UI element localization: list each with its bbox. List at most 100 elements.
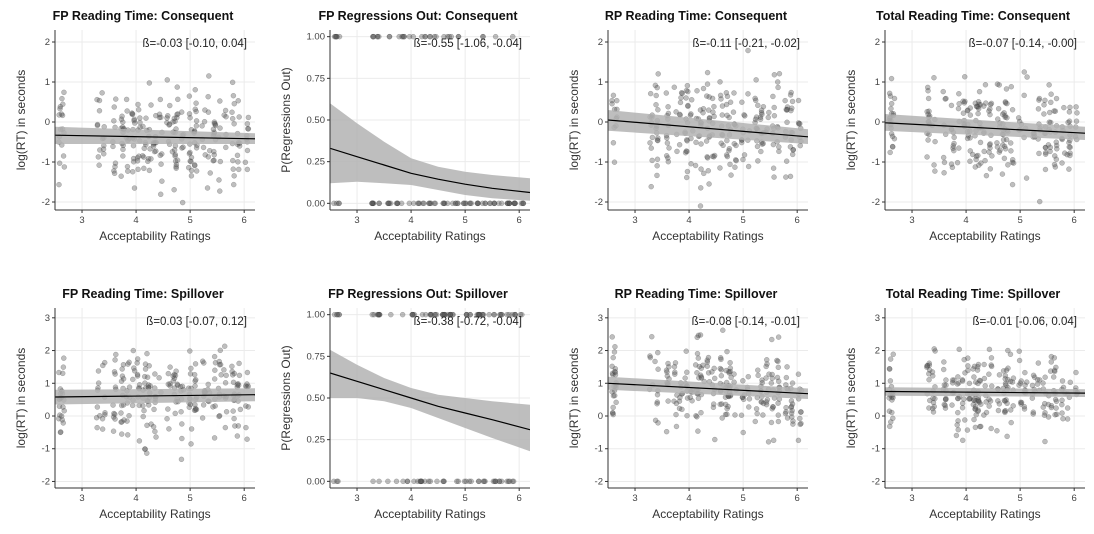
data-point — [770, 437, 777, 444]
data-point — [191, 407, 198, 414]
data-point — [475, 200, 481, 207]
data-point — [679, 406, 685, 413]
data-point — [141, 407, 147, 414]
data-point — [723, 101, 730, 108]
data-point — [784, 415, 791, 421]
data-point — [995, 105, 1002, 112]
data-point — [110, 414, 117, 420]
data-point — [775, 358, 781, 365]
data-point — [426, 200, 432, 207]
data-point — [711, 154, 717, 160]
data-point — [965, 107, 971, 113]
data-point — [211, 148, 217, 155]
data-point — [790, 418, 796, 424]
data-point — [386, 33, 393, 40]
data-point — [496, 478, 503, 485]
data-point — [609, 334, 616, 340]
y-tick-label: -2 — [595, 197, 603, 208]
data-point — [152, 428, 158, 435]
data-point — [724, 137, 730, 144]
data-point — [770, 165, 777, 171]
data-point — [59, 95, 65, 102]
data-point — [100, 362, 106, 369]
data-point — [609, 363, 615, 370]
data-point — [188, 158, 194, 165]
data-point — [130, 347, 137, 354]
data-point — [99, 90, 105, 96]
data-point — [685, 88, 691, 95]
data-point — [1009, 159, 1016, 166]
data-point — [410, 311, 416, 318]
data-point — [410, 33, 416, 40]
data-point — [924, 363, 930, 369]
data-point — [376, 311, 382, 318]
data-point — [727, 368, 734, 375]
data-point — [477, 311, 483, 318]
data-point — [475, 478, 482, 485]
data-point — [961, 100, 968, 106]
data-point — [683, 174, 690, 181]
data-point — [741, 152, 748, 158]
data-point — [418, 478, 425, 485]
data-point — [965, 367, 971, 374]
data-point — [191, 371, 198, 378]
data-point — [120, 153, 126, 159]
data-point — [987, 101, 994, 108]
data-point — [775, 412, 782, 418]
data-point — [385, 200, 391, 207]
data-point — [1000, 137, 1007, 143]
data-point — [887, 423, 893, 430]
data-point — [1045, 414, 1052, 420]
data-point — [110, 428, 117, 434]
data-point — [665, 155, 671, 161]
data-point — [94, 122, 101, 129]
data-point — [174, 157, 181, 164]
data-point — [56, 181, 62, 188]
y-tick-label: 0 — [45, 411, 50, 422]
data-point — [119, 373, 126, 379]
data-point — [674, 148, 680, 155]
data-point — [491, 200, 498, 207]
data-point — [951, 377, 957, 383]
data-point — [988, 383, 995, 389]
data-point — [999, 171, 1006, 177]
data-point — [609, 97, 615, 104]
data-point — [125, 361, 131, 367]
data-point — [711, 103, 717, 110]
data-point — [955, 418, 961, 424]
data-point — [94, 404, 101, 410]
data-point — [199, 123, 205, 129]
data-point — [467, 200, 473, 207]
data-point — [102, 410, 108, 416]
plot-area — [330, 33, 530, 207]
data-point — [504, 200, 511, 207]
data-point — [118, 419, 124, 425]
data-point — [110, 143, 116, 150]
data-point — [926, 360, 932, 367]
data-point — [940, 88, 946, 95]
data-point — [977, 423, 984, 430]
data-point — [119, 366, 125, 372]
data-point — [174, 382, 181, 389]
data-point — [419, 33, 425, 40]
data-point — [433, 33, 439, 40]
data-point — [1053, 142, 1060, 149]
data-point — [217, 347, 224, 354]
x-tick-label: 6 — [242, 493, 247, 504]
data-point — [171, 147, 178, 153]
data-point — [179, 435, 185, 442]
data-point — [671, 363, 678, 370]
data-point — [705, 168, 712, 174]
data-point — [491, 200, 497, 207]
data-point — [689, 398, 695, 404]
data-point — [126, 412, 132, 419]
data-point — [956, 346, 962, 353]
data-point — [768, 419, 775, 426]
data-point — [332, 33, 339, 40]
data-point — [954, 381, 961, 387]
fit-line — [55, 134, 255, 140]
data-point — [1042, 374, 1048, 381]
data-point — [1002, 112, 1008, 119]
data-point — [704, 69, 711, 76]
